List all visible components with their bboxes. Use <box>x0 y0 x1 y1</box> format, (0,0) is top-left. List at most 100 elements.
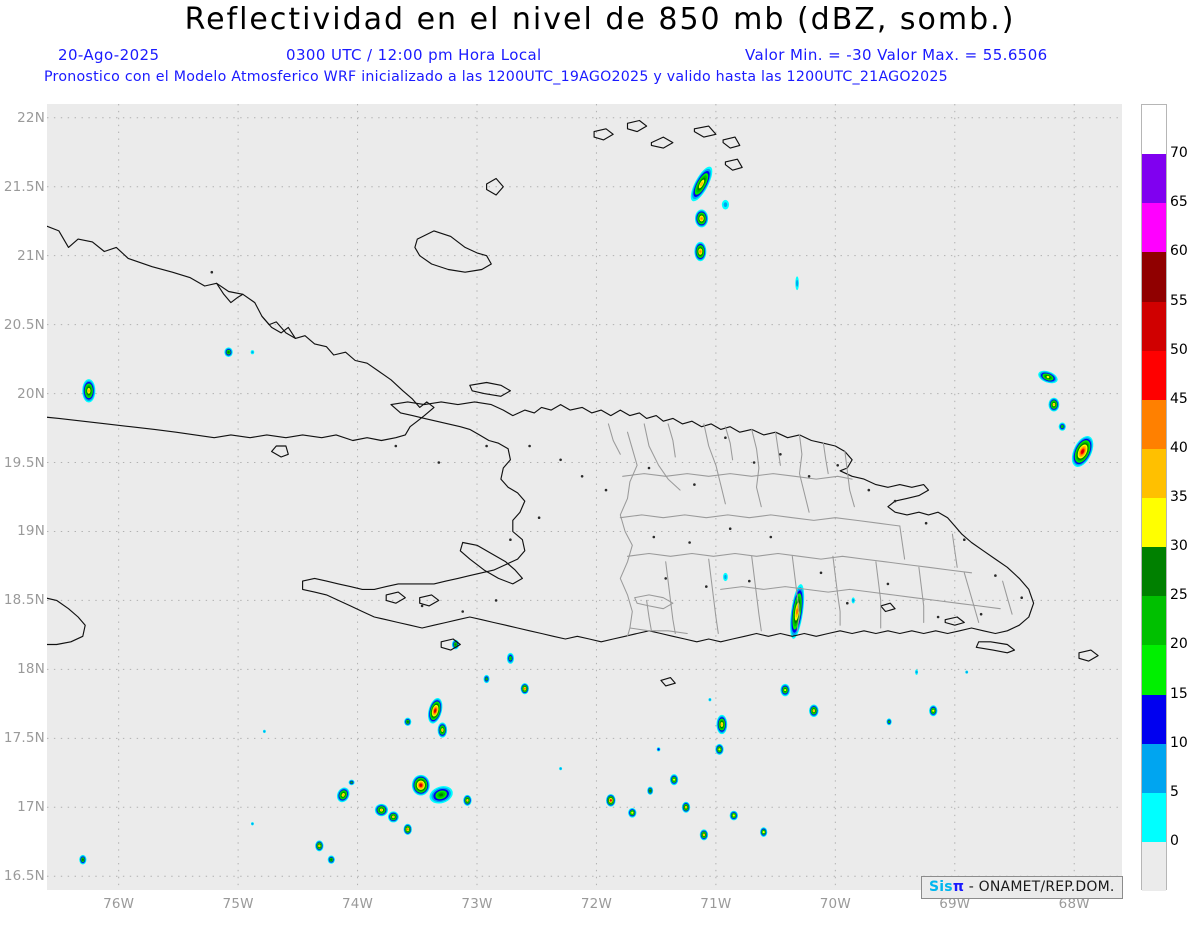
latitude-tick-label: 21.5N <box>3 178 45 195</box>
latitude-tick-label: 22N <box>17 109 45 126</box>
coastline-path <box>419 594 440 607</box>
reflectivity-cell-ring <box>263 730 266 733</box>
city-dot <box>728 527 732 530</box>
province-boundary-path <box>607 423 621 455</box>
colorbar-band-10-15 <box>1142 694 1166 744</box>
reflectivity-cell-ring <box>609 799 612 802</box>
colorbar-tick-label: 45 <box>1170 390 1188 407</box>
province-boundary-path <box>1002 580 1013 615</box>
latitude-tick-label: 18N <box>17 661 45 678</box>
city-dot <box>846 601 849 605</box>
city-dot <box>867 488 871 492</box>
coastline-path <box>261 315 296 339</box>
city-dot <box>693 483 696 486</box>
reflectivity-cell-ring <box>1081 450 1084 453</box>
reflectivity-cell-ring <box>700 181 704 187</box>
reflectivity-cell-ring <box>784 688 787 692</box>
city-dot <box>779 453 782 456</box>
reflectivity-cell-ring <box>87 389 90 393</box>
coastline-path <box>440 638 461 651</box>
coastline-path <box>880 602 896 613</box>
city-dot <box>807 475 811 478</box>
reflectivity-cell-ring <box>485 677 488 681</box>
map-background <box>47 104 1122 890</box>
city-dot <box>963 538 966 541</box>
reflectivity-cell-ring <box>318 844 321 847</box>
latitude-tick-label: 21N <box>17 247 45 264</box>
province-boundary-path <box>619 431 638 637</box>
reflectivity-cell-ring <box>887 720 891 723</box>
city-dot <box>924 521 928 525</box>
longitude-tick-label: 74W <box>341 896 374 912</box>
reflectivity-cell-ring <box>708 698 712 701</box>
coastline-path <box>47 225 435 442</box>
latitude-tick-label: 19N <box>17 523 45 540</box>
city-dot <box>509 538 512 541</box>
coastline-path <box>459 541 523 585</box>
province-boundary-path <box>665 561 676 635</box>
city-dot <box>461 610 465 613</box>
city-dot <box>652 535 656 539</box>
city-dot <box>647 466 651 470</box>
colorbar-tick-label: 15 <box>1170 685 1188 702</box>
reflectivity-cell-ring <box>509 657 512 660</box>
colorbar-tick-label: 0 <box>1170 832 1179 849</box>
coastline-path <box>650 136 674 149</box>
reflectivity-cell-ring <box>406 720 409 723</box>
province-boundary-path <box>622 473 853 480</box>
longitude-tick-label: 71W <box>700 896 732 912</box>
longitude-tick-label: 68W <box>1058 896 1090 912</box>
reflectivity-cell-ring <box>350 781 353 784</box>
coastline-path <box>693 125 717 138</box>
coastline-path <box>414 230 492 273</box>
province-boundary-path <box>832 555 841 626</box>
reflectivity-cell-ring <box>724 574 727 580</box>
city-dot <box>494 599 498 602</box>
province-boundary-path <box>619 514 901 527</box>
reflectivity-cell-ring <box>699 250 702 253</box>
reflectivity-cell-ring <box>631 811 634 814</box>
reflectivity-cell-ring <box>795 608 799 615</box>
colorbar-tick-label: 30 <box>1170 538 1188 555</box>
city-dot <box>437 461 441 464</box>
province-boundary-path <box>875 561 882 629</box>
colorbar-band-0-5 <box>1142 792 1166 842</box>
colorbar-band-30-35 <box>1142 498 1166 548</box>
reflectivity-cell-ring <box>392 815 395 819</box>
reflectivity-cell-ring <box>342 793 345 796</box>
city-dot <box>580 475 584 478</box>
city-dot <box>664 577 667 580</box>
longitude-tick-label: 73W <box>461 896 493 912</box>
reflectivity-cell-ring <box>523 687 526 690</box>
reflectivity-cell-ring <box>1046 375 1050 379</box>
colorbar-band-40-45 <box>1142 399 1166 449</box>
reflectivity-cell-ring <box>796 279 799 287</box>
coastline-path <box>593 128 614 141</box>
province-boundary-path <box>822 442 829 475</box>
colorbar-band-below-min <box>1142 841 1166 891</box>
colorbar-band-60-65 <box>1142 203 1166 253</box>
reflectivity-cell-ring <box>1061 425 1064 428</box>
city-dot <box>604 488 608 492</box>
latitude-tick-label: 20N <box>17 385 45 402</box>
city-dot <box>537 516 541 519</box>
coastline-path <box>722 136 741 149</box>
colorbar-band-20-25 <box>1142 596 1166 646</box>
province-boundaries <box>607 423 1013 637</box>
reflectivity-cell-ring <box>1052 403 1056 406</box>
province-boundary-path <box>708 558 719 635</box>
province-boundary-path <box>667 423 676 458</box>
longitude-tick-label: 75W <box>222 896 254 912</box>
colorbar-band-5-10 <box>1142 743 1166 793</box>
value-range-label: Valor Min. = -30 Valor Max. = 55.6506 <box>745 46 1048 64</box>
province-boundary-path <box>634 594 674 610</box>
reflectivity-cell-ring <box>380 808 383 812</box>
reflectivity-cell-ring <box>454 643 457 646</box>
coastline-path <box>724 158 743 171</box>
province-boundary-path <box>798 434 810 513</box>
longitude-tick-label: 76W <box>103 896 135 912</box>
city-dot <box>420 604 424 608</box>
city-dot <box>688 541 691 544</box>
reflectivity-cell-ring <box>700 217 703 220</box>
coastline-path <box>660 677 676 687</box>
